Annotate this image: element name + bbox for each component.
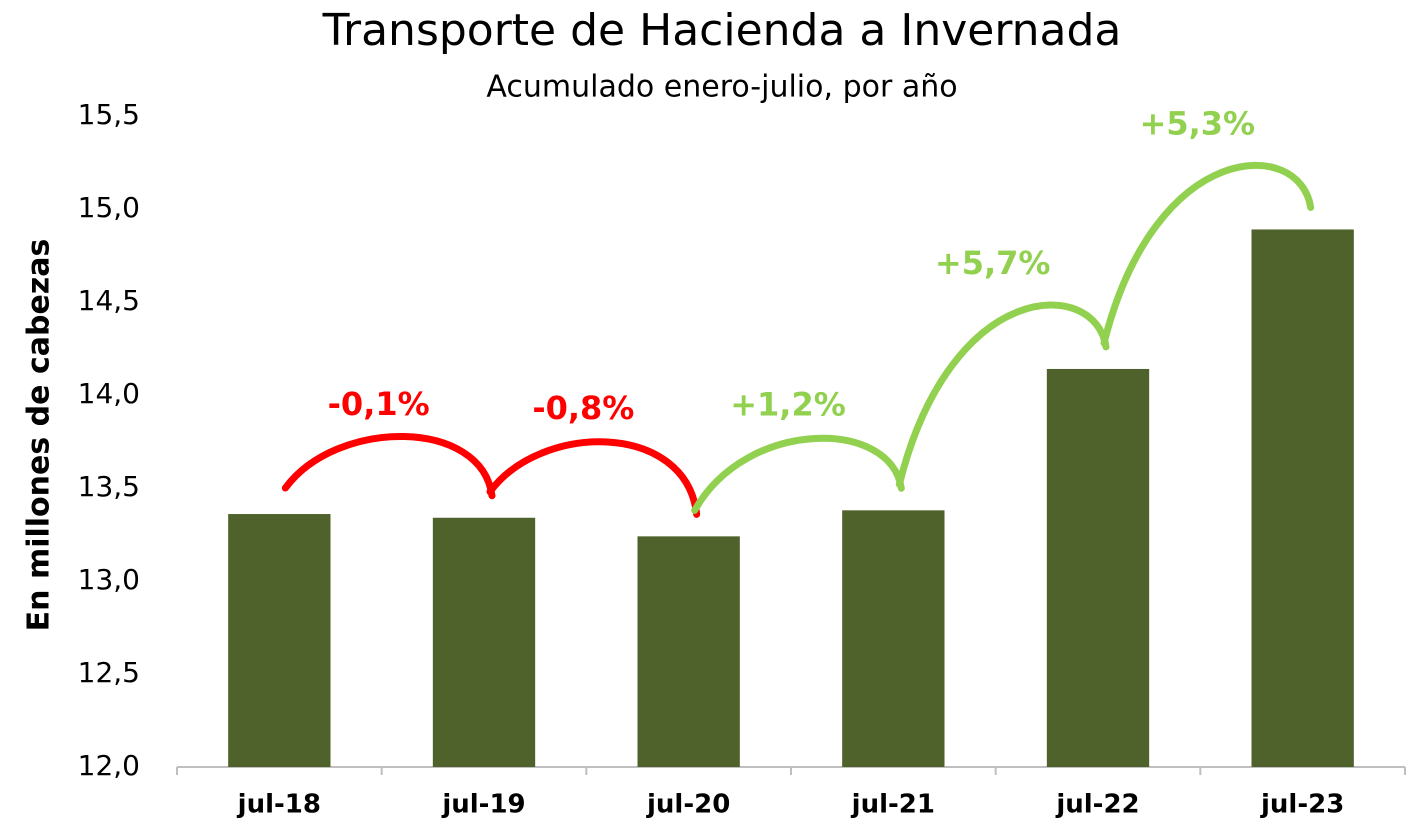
y-tick-label: 15,0 — [78, 191, 140, 224]
change-arc — [1100, 161, 1315, 347]
x-tick-label: jul-20 — [646, 790, 730, 820]
x-tick-label: jul-22 — [1055, 790, 1139, 820]
y-tick-label: 12,5 — [78, 656, 140, 689]
y-tick-label: 12,0 — [78, 749, 140, 782]
change-arc — [486, 438, 701, 518]
change-label: -0,8% — [532, 389, 634, 427]
y-axis-title: En millones de cabezas — [22, 239, 57, 632]
x-tick-label: jul-19 — [441, 790, 525, 820]
change-label: +1,2% — [730, 385, 846, 423]
bar — [228, 514, 331, 767]
change-label: +5,3% — [1140, 104, 1256, 142]
change-label: -0,1% — [328, 385, 430, 423]
x-tick-label: jul-23 — [1260, 790, 1344, 820]
chart-subtitle: Acumulado enero-julio, por año — [486, 70, 957, 105]
bar — [637, 536, 740, 767]
x-tick-label: jul-21 — [851, 790, 935, 820]
change-label: +5,7% — [935, 244, 1051, 282]
y-tick-label: 14,5 — [78, 284, 140, 317]
bar — [842, 510, 945, 767]
y-tick-label: 14,0 — [78, 377, 140, 410]
y-tick-label: 13,5 — [78, 470, 140, 503]
bar — [1046, 368, 1150, 767]
change-arc — [281, 433, 496, 500]
x-tick-label: jul-18 — [237, 790, 321, 820]
y-tick-label: 15,5 — [78, 98, 140, 131]
chart-title: Transporte de Hacienda a Invernada — [322, 5, 1122, 56]
change-arc — [691, 434, 905, 514]
y-tick-label: 13,0 — [78, 563, 140, 596]
bar — [432, 517, 536, 767]
bar — [1251, 229, 1354, 767]
change-arc — [895, 301, 1110, 488]
